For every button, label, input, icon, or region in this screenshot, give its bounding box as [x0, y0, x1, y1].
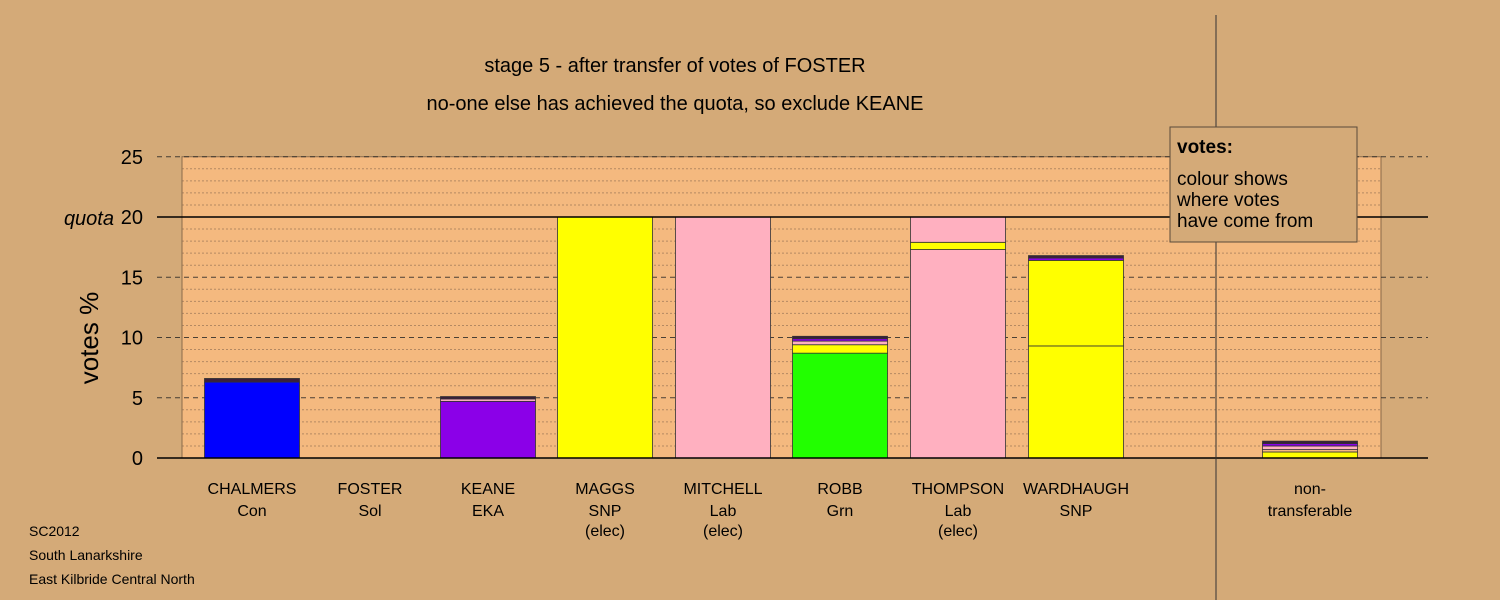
legend-line: where votes	[1176, 190, 1279, 211]
bar-robb	[792, 335, 888, 459]
bar-segment	[910, 216, 1006, 243]
quota-label: quota	[64, 208, 114, 230]
category-label: WARDHAUGH	[1023, 481, 1129, 498]
category-label: Lab	[710, 503, 737, 520]
y-tick-label: 0	[132, 448, 143, 470]
legend-line: have come from	[1177, 211, 1313, 232]
y-axis-label: votes %	[74, 292, 104, 385]
category-labels: CHALMERS Con FOSTER Sol KEANE EKA MAGGS SNP (ele…	[208, 481, 1353, 540]
bar-thompson	[910, 216, 1006, 459]
category-label: MAGGS	[575, 481, 635, 498]
category-label: MITCHELL	[683, 481, 762, 498]
category-label: FOSTER	[338, 481, 403, 498]
bar-segment	[675, 216, 771, 459]
chart-title: stage 5 - after transfer of votes of FOS…	[484, 55, 865, 77]
category-label: ROBB	[817, 481, 862, 498]
y-tick-label: 20	[121, 207, 143, 229]
bar-segment	[792, 352, 888, 459]
category-label: transferable	[1268, 503, 1353, 520]
bar-segment	[440, 396, 536, 400]
gridlines	[157, 156, 1428, 447]
bar-segment	[204, 381, 300, 459]
category-label: Sol	[358, 503, 381, 520]
category-label: non-	[1294, 481, 1326, 498]
bar-keane	[440, 396, 536, 459]
category-label: SNP	[589, 503, 622, 520]
y-tick-label: 15	[121, 267, 143, 289]
bar-chalmers	[204, 378, 300, 459]
bar-segment	[910, 241, 1006, 250]
bar-nontransferable	[1262, 440, 1358, 459]
bar-wardhaugh	[1028, 255, 1124, 459]
bar-segment	[557, 216, 653, 459]
category-label: KEANE	[461, 481, 515, 498]
category-label: (elec)	[938, 523, 978, 540]
footer: SC2012 South Lanarkshire East Kilbride C…	[29, 523, 195, 587]
category-label: Lab	[945, 503, 972, 520]
legend: votes: colour shows where votes have com…	[1169, 126, 1358, 243]
bar-segment	[1262, 451, 1358, 459]
bar-segment	[792, 340, 888, 346]
bar-segment	[792, 335, 888, 340]
bars	[204, 216, 1358, 459]
category-label: Con	[237, 503, 266, 520]
bar-mitchell	[675, 216, 771, 459]
bar-segment	[1028, 345, 1124, 459]
bar-segment	[910, 249, 1006, 459]
bar-segment	[204, 378, 300, 383]
category-label: Grn	[827, 503, 854, 520]
bar-segment	[1262, 445, 1358, 450]
category-label: CHALMERS	[208, 481, 297, 498]
bar-segment	[792, 344, 888, 354]
y-tick-label: 5	[132, 388, 143, 410]
bar-segment	[1028, 255, 1124, 259]
category-label: EKA	[472, 503, 504, 520]
bar-segment	[1262, 440, 1358, 444]
legend-title: votes:	[1177, 137, 1233, 158]
y-tick-label: 10	[121, 328, 143, 350]
bar-maggs	[557, 216, 653, 459]
chart-subtitle: no-one else has achieved the quota, so e…	[427, 93, 924, 115]
bar-segment	[440, 400, 536, 459]
axes: 0 5 10 15 20 25 quota	[64, 15, 1428, 600]
legend-line: colour shows	[1177, 169, 1288, 190]
legend-box	[1169, 126, 1358, 243]
footer-line: East Kilbride Central North	[29, 571, 195, 587]
y-tick-label: 25	[121, 147, 143, 169]
footer-line: SC2012	[29, 523, 80, 539]
category-label: (elec)	[703, 523, 743, 540]
footer-line: South Lanarkshire	[29, 547, 143, 563]
category-label: THOMPSON	[912, 481, 1004, 498]
category-label: SNP	[1060, 503, 1093, 520]
bar-segment	[1028, 259, 1124, 347]
category-label: (elec)	[585, 523, 625, 540]
